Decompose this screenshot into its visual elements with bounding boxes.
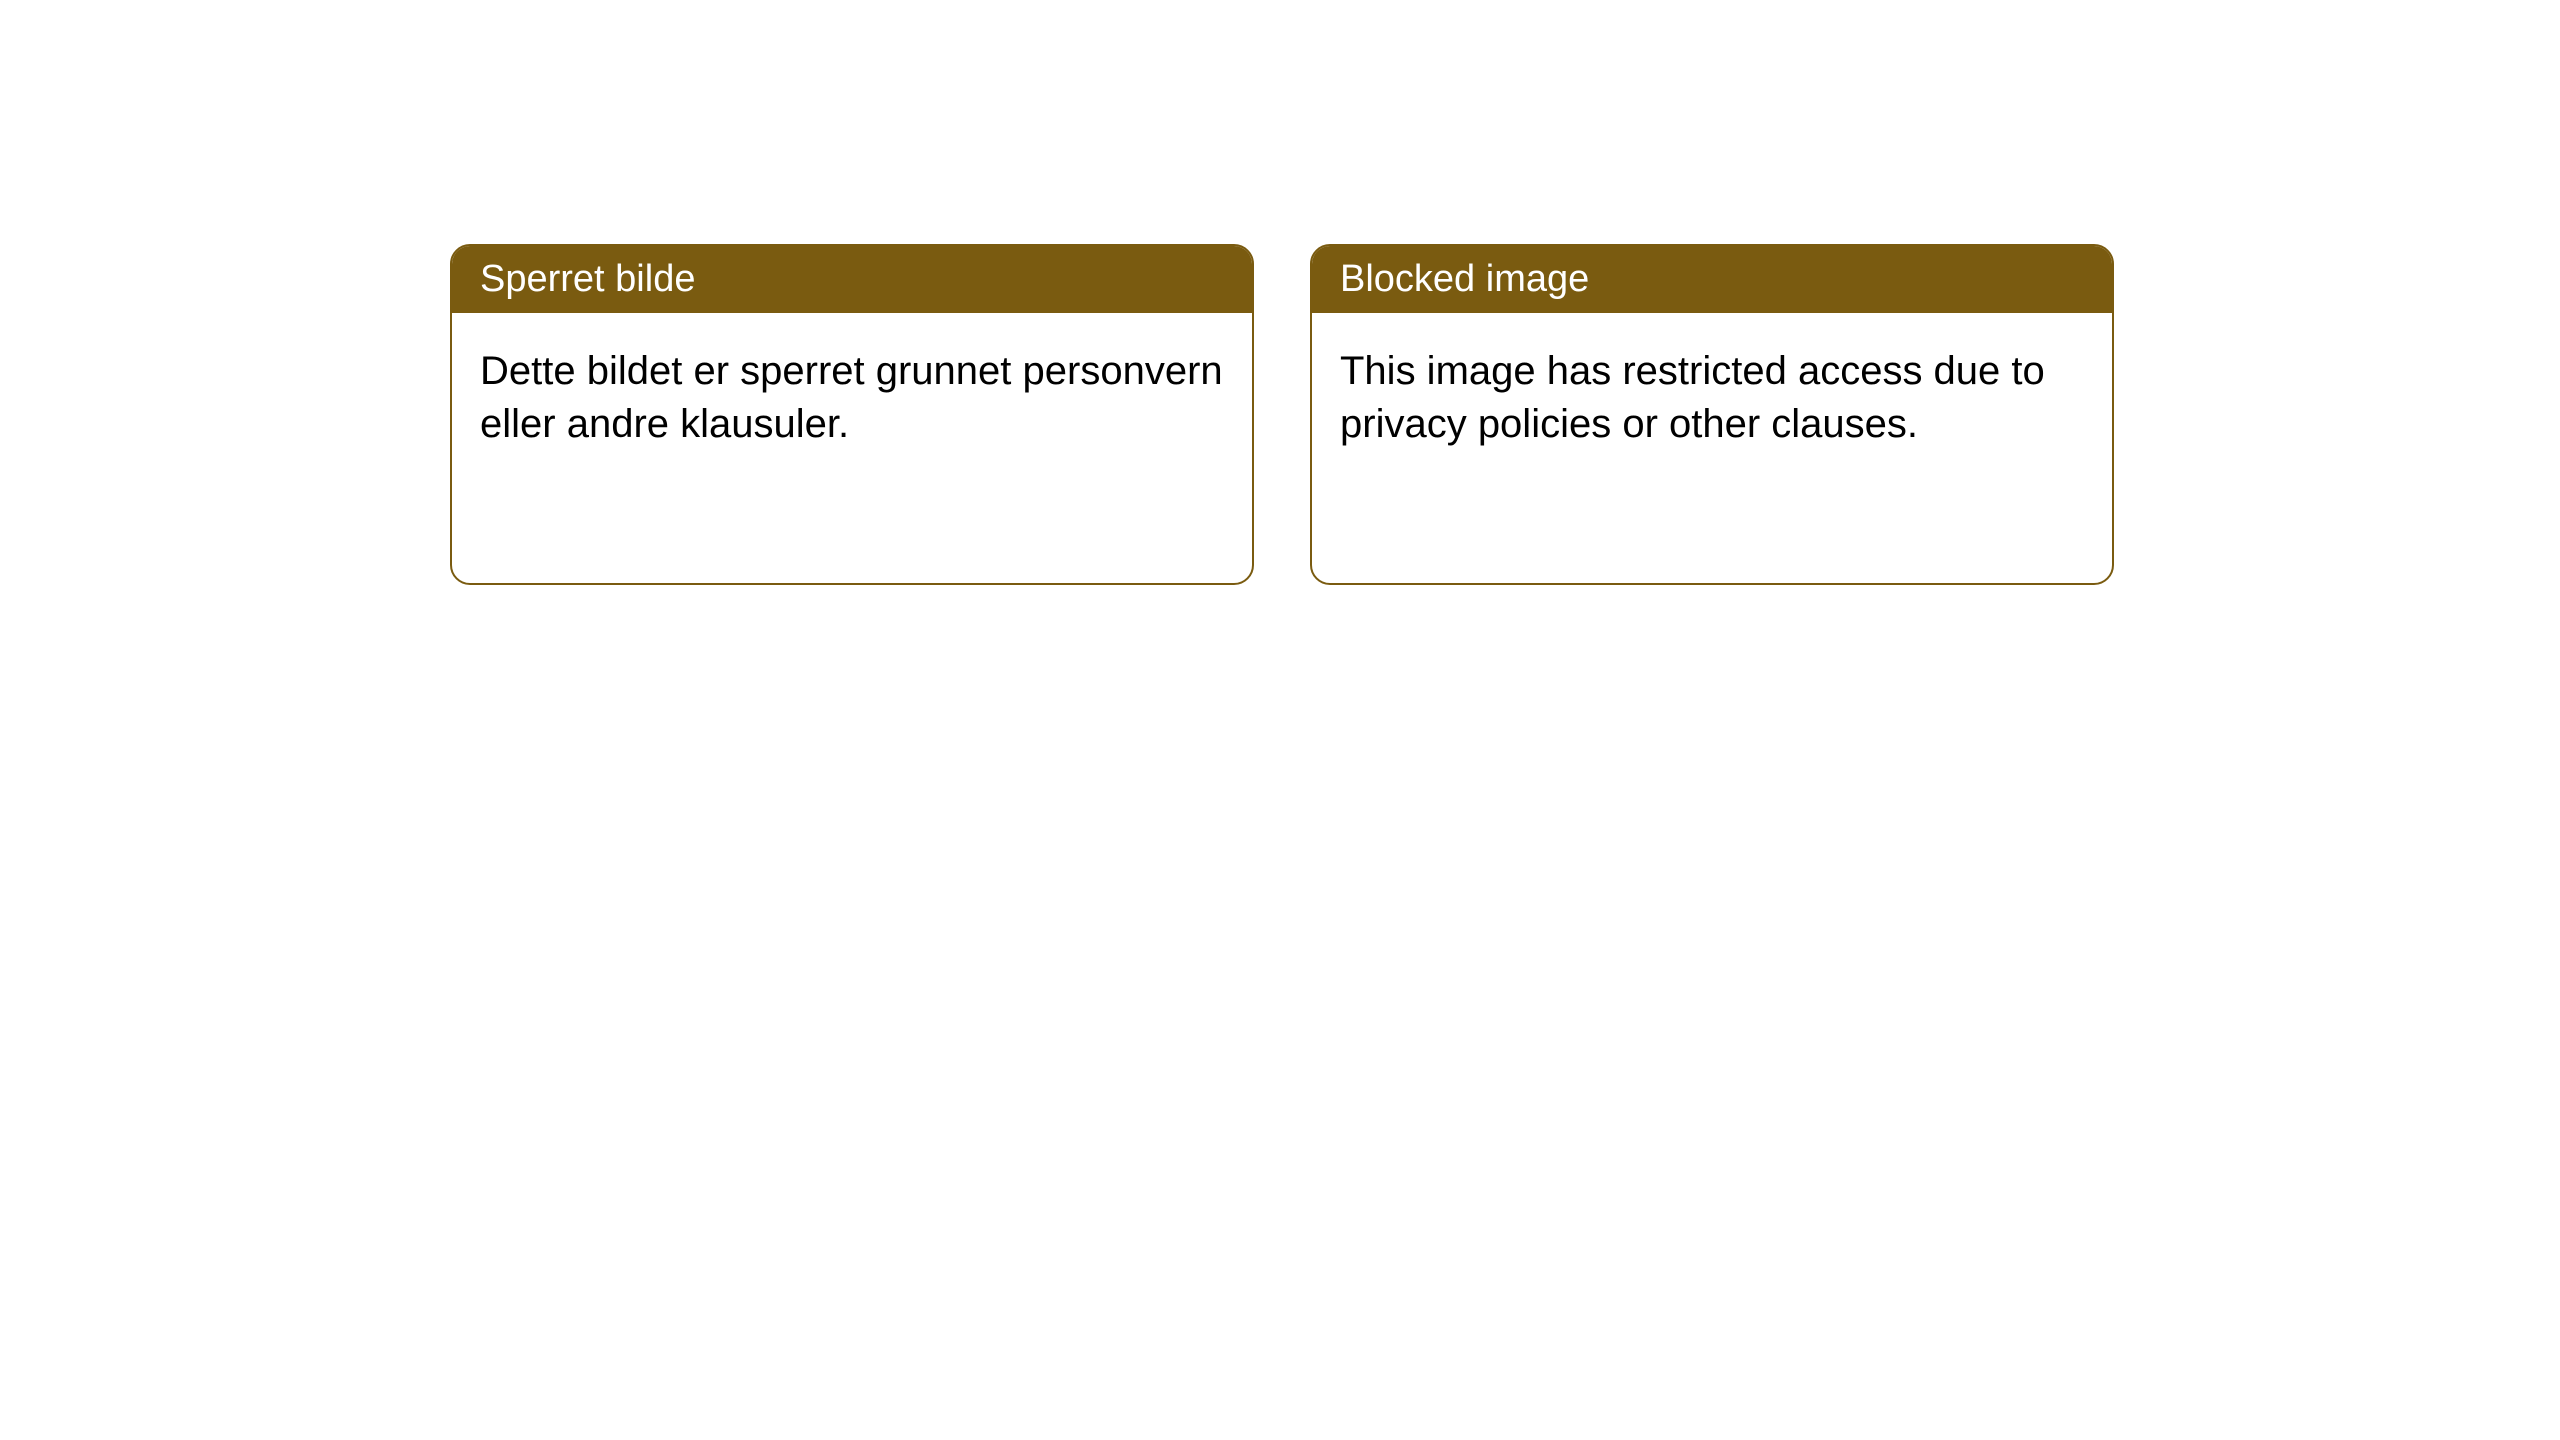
notice-card-body: Dette bildet er sperret grunnet personve… [452,313,1252,583]
notice-card-norwegian: Sperret bilde Dette bildet er sperret gr… [450,244,1254,585]
notice-card-header: Blocked image [1312,246,2112,313]
notice-card-body: This image has restricted access due to … [1312,313,2112,583]
notice-card-header: Sperret bilde [452,246,1252,313]
notice-card-english: Blocked image This image has restricted … [1310,244,2114,585]
notice-cards-container: Sperret bilde Dette bildet er sperret gr… [450,244,2114,585]
